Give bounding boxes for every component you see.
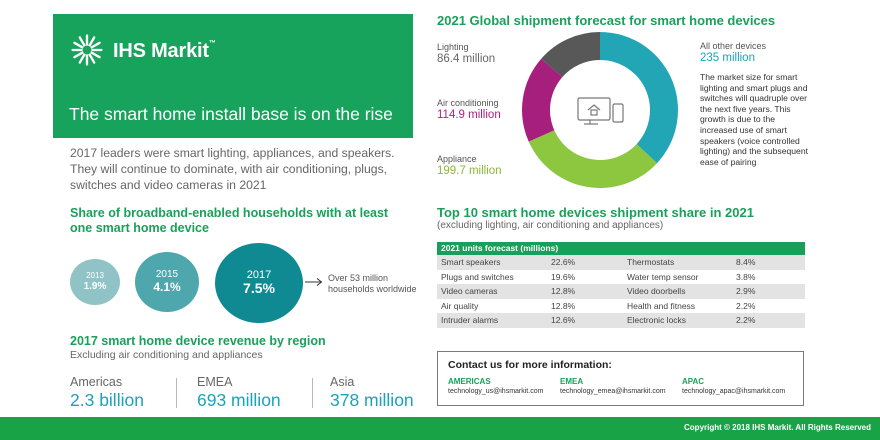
device-share: 2.2%	[736, 315, 756, 326]
table-row: Intruder alarms 12.6% Electronic locks 2…	[437, 313, 805, 328]
segment-name: Appliance	[437, 154, 477, 164]
contact-title: Contact us for more information:	[448, 359, 612, 371]
device-share: 19.6%	[551, 271, 576, 282]
arrow-right-icon	[305, 278, 323, 286]
bubble-2017: 2017 7.5%	[215, 243, 303, 323]
region-americas: Americas 2.3 billion	[70, 375, 144, 411]
label-lighting: Lighting 86.4 million	[437, 42, 495, 66]
device-name: Air quality	[441, 300, 479, 311]
revenue-title: 2017 smart home device revenue by region	[70, 334, 326, 348]
segment-value: 235 million	[700, 52, 755, 64]
donut-slice-appliance	[528, 130, 658, 188]
device-name: Intruder alarms	[441, 315, 499, 326]
broadband-share-title: Share of broadband-enabled households wi…	[70, 206, 389, 235]
table-row: Plugs and switches 19.6% Water temp sens…	[437, 270, 805, 285]
bubble-year: 2015	[155, 269, 179, 280]
contact-apac: APAC technology_apac@ihsmarkit.com	[682, 377, 785, 397]
device-name: Thermostats	[627, 257, 675, 267]
device-share: 2.9%	[736, 286, 756, 297]
donut-slice-lighting	[541, 32, 600, 78]
contact-region: EMEA	[560, 377, 584, 386]
device-name: Water temp sensor	[627, 271, 699, 282]
forecast-title: 2021 Global shipment forecast for smart …	[437, 13, 776, 28]
top10-subtitle: (excluding lighting, air conditioning an…	[437, 220, 664, 231]
region-value: 693 million	[197, 390, 281, 410]
top10-title: Top 10 smart home devices shipment share…	[437, 205, 754, 220]
device-name: Video doorbells	[627, 286, 686, 297]
device-name: Video cameras	[441, 286, 498, 297]
device-name: Smart speakers	[441, 257, 501, 267]
bubble-year: 2013	[86, 271, 104, 280]
segment-value: 114.9 million	[437, 109, 501, 121]
label-air-conditioning: Air conditioning 114.9 million	[437, 98, 501, 122]
bubble-2015: 2015 4.1%	[135, 252, 199, 312]
region-value: 378 million	[330, 390, 414, 410]
donut-slice-all-other-devices	[600, 32, 678, 164]
ihs-markit-logo-icon	[71, 34, 103, 66]
region-emea: EMEA 693 million	[197, 375, 281, 411]
segment-name: Lighting	[437, 42, 469, 52]
donut-slice-air-conditioning	[522, 58, 563, 142]
device-share: 2.2%	[736, 300, 756, 311]
table-row: Smart speakers 22.6% Thermostats 8.4%	[437, 255, 805, 270]
brand-name: IHS Markit™	[113, 40, 216, 62]
contact-emea: EMEA technology_emea@ihsmarkit.com	[560, 377, 666, 397]
top10-table: 2021 units forecast (millions) Smart spe…	[437, 242, 805, 328]
divider	[312, 378, 313, 408]
copyright-text: Copyright © 2018 IHS Markit. All Rights …	[684, 423, 871, 432]
table-header: 2021 units forecast (millions)	[437, 242, 805, 255]
contact-americas: AMERICAS technology_us@ihsmarkit.com	[448, 377, 543, 397]
device-share: 12.8%	[551, 300, 576, 311]
segment-name: All other devices	[700, 41, 767, 51]
bubble-2013: 2013 1.9%	[70, 259, 120, 305]
device-share: 12.8%	[551, 286, 576, 297]
hero-banner: IHS Markit™ The smart home install base …	[53, 14, 413, 138]
region-asia: Asia 378 million	[330, 375, 414, 411]
label-all-other-devices: All other devices 235 million	[700, 41, 766, 65]
segment-name: Air conditioning	[437, 98, 499, 108]
contact-email-link[interactable]: technology_emea@ihsmarkit.com	[560, 388, 666, 395]
contact-box: Contact us for more information: AMERICA…	[437, 351, 804, 406]
contact-email-link[interactable]: technology_us@ihsmarkit.com	[448, 388, 544, 395]
forecast-note: The market size for smart lighting and s…	[700, 72, 808, 167]
device-share: 12.6%	[551, 315, 576, 326]
contact-region: APAC	[682, 377, 705, 386]
forecast-donut-chart	[522, 32, 678, 188]
contact-region: AMERICAS	[448, 377, 491, 386]
bubble-year: 2017	[246, 268, 272, 281]
contact-email-link[interactable]: technology_apac@ihsmarkit.com	[682, 388, 786, 395]
intro-text: 2017 leaders were smart lighting, applia…	[70, 146, 395, 192]
table-row: Video cameras 12.8% Video doorbells 2.9%	[437, 284, 805, 299]
device-share: 22.6%	[551, 257, 576, 267]
table-row: Air quality 12.8% Health and fitness 2.2…	[437, 299, 805, 314]
smart-home-devices-icon	[577, 97, 624, 125]
region-name: EMEA	[197, 375, 233, 389]
label-appliance: Appliance 199.7 million	[437, 154, 502, 178]
households-note: Over 53 million households worldwide	[328, 273, 417, 294]
divider	[176, 378, 177, 408]
bubble-value: 7.5%	[243, 279, 275, 296]
device-share: 8.4%	[736, 257, 756, 267]
device-name: Plugs and switches	[441, 271, 514, 282]
region-name: Americas	[70, 375, 123, 389]
hero-title: The smart home install base is on the ri…	[69, 104, 393, 124]
segment-value: 86.4 million	[437, 53, 496, 65]
region-value: 2.3 billion	[70, 390, 144, 410]
device-name: Health and fitness	[627, 300, 696, 311]
footer-bar: Copyright © 2018 IHS Markit. All Rights …	[0, 417, 880, 440]
device-name: Electronic locks	[627, 315, 687, 326]
region-name: Asia	[330, 375, 355, 389]
bubble-value: 4.1%	[153, 280, 181, 294]
device-share: 3.8%	[736, 271, 756, 282]
segment-value: 199.7 million	[437, 165, 502, 177]
revenue-subtitle: Excluding air conditioning and appliance…	[70, 349, 263, 361]
bubble-value: 1.9%	[83, 281, 107, 292]
